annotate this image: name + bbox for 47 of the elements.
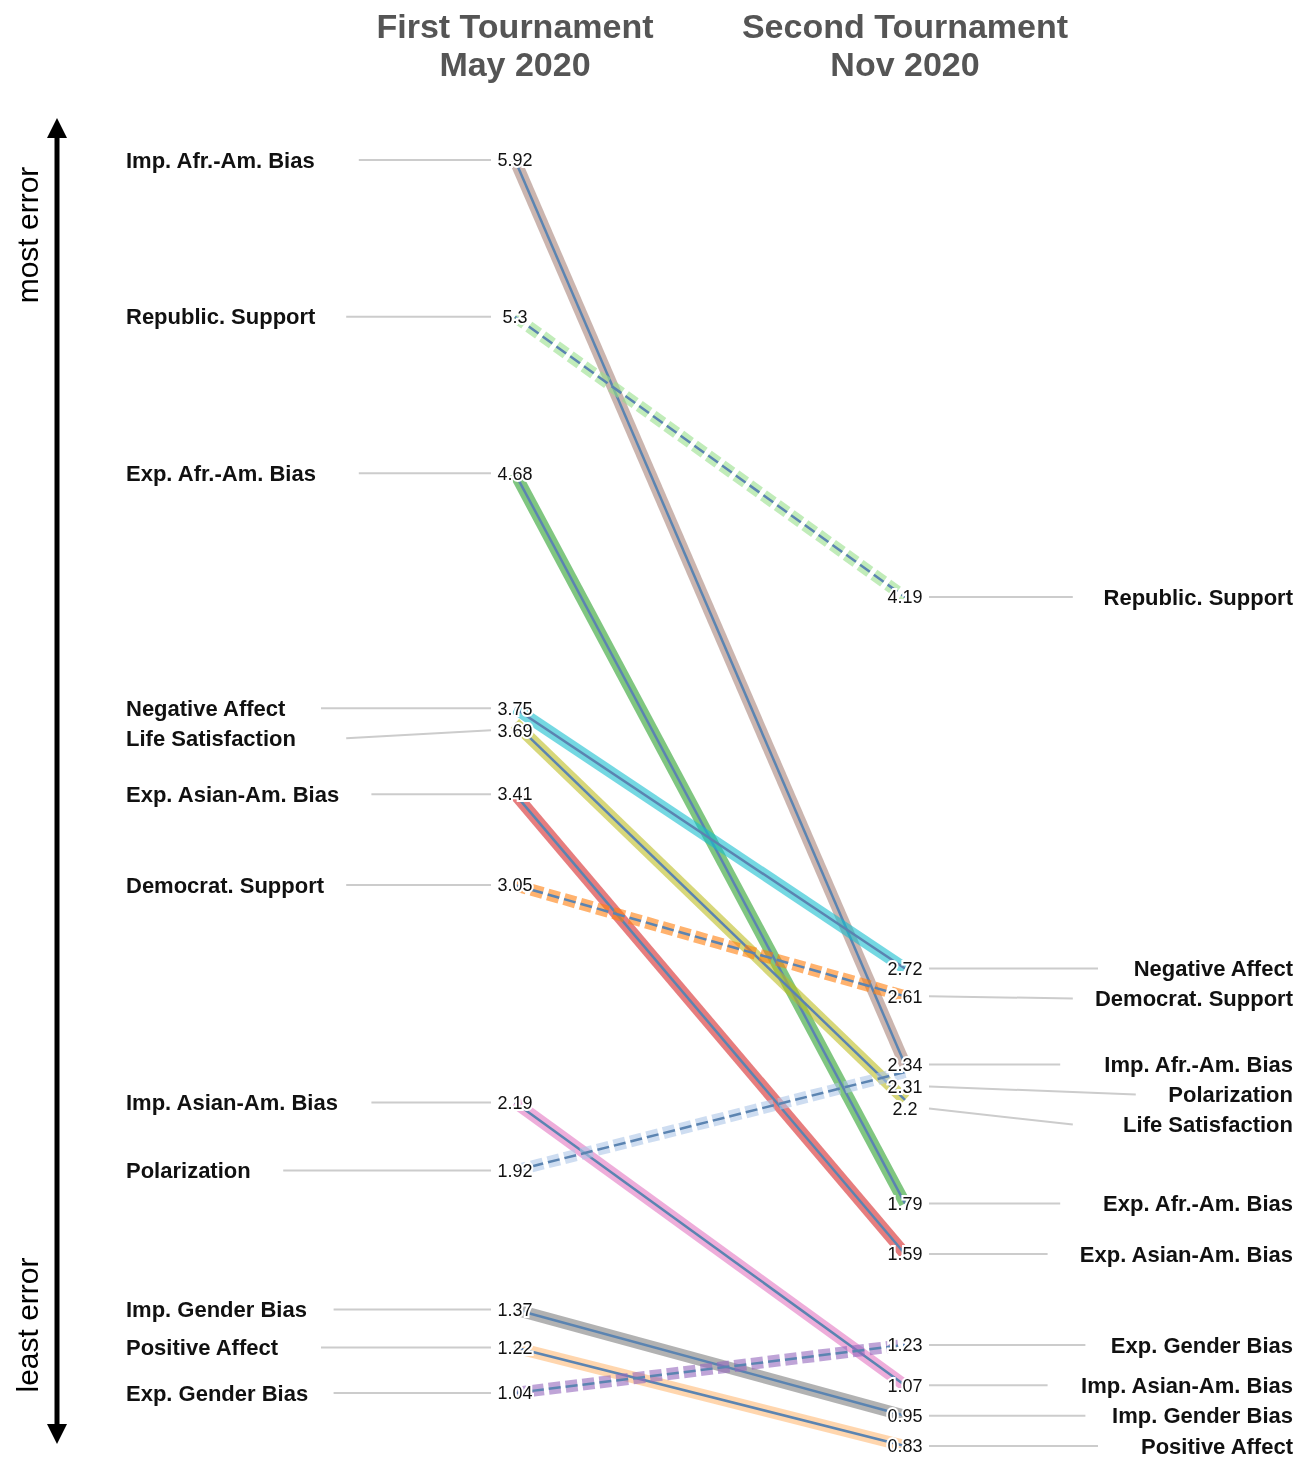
data-label: 1.79 (887, 1193, 923, 1214)
text: Negative Affect (126, 695, 286, 721)
text: Polarization (126, 1158, 251, 1184)
data-label: 4.68 (497, 463, 533, 484)
data-label: 2.19 (497, 1092, 533, 1113)
text: Exp. Gender Bias (126, 1380, 309, 1406)
data-label: 1.22 (497, 1337, 533, 1358)
data-label: 0.95 (887, 1405, 923, 1426)
text: most error (11, 166, 44, 304)
text: Imp. Asian-Am. Bias (126, 1090, 338, 1116)
text: Republic. Support (1103, 584, 1294, 610)
data-label: 3.41 (497, 784, 533, 805)
text: Exp. Gender Bias (1110, 1332, 1293, 1358)
text: Democrat. Support (126, 872, 325, 898)
text: Negative Affect (1133, 956, 1294, 982)
text: Exp. Asian-Am. Bias (1079, 1241, 1293, 1267)
text: Exp. Asian-Am. Bias (126, 781, 340, 807)
x-tick-label: Second Tournament Nov 2020 (741, 7, 1069, 83)
data-label: 4.19 (887, 587, 923, 608)
text: Life Satisfaction (126, 725, 296, 751)
text: Imp. Asian-Am. Bias (1081, 1373, 1293, 1399)
text: Polarization (1168, 1082, 1293, 1108)
data-label: 1.23 (887, 1335, 923, 1356)
data-label: 2.34 (887, 1054, 923, 1075)
data-label: 5.92 (497, 150, 533, 171)
data-label: 1.92 (497, 1160, 533, 1181)
text: Exp. Afr.-Am. Bias (126, 460, 316, 486)
data-label: 1.37 (497, 1299, 533, 1320)
text: Imp. Gender Bias (126, 1297, 307, 1323)
text: Exp. Afr.-Am. Bias (1103, 1191, 1293, 1217)
data-label: 2.2 (892, 1098, 918, 1119)
data-label: 5.3 (502, 306, 528, 327)
data-label: 1.07 (887, 1375, 923, 1396)
text: Positive Affect (1140, 1433, 1294, 1459)
text: Republic. Support (126, 304, 316, 330)
x-tick-label: First Tournament May 2020 (376, 7, 654, 83)
data-label: 0.83 (887, 1436, 923, 1457)
text: Imp. Gender Bias (1112, 1403, 1293, 1429)
data-label: 1.04 (497, 1383, 533, 1404)
text: Positive Affect (126, 1335, 279, 1361)
data-label: 1.59 (887, 1244, 923, 1265)
text: Life Satisfaction (1123, 1112, 1293, 1138)
data-label: 2.72 (887, 958, 923, 979)
text: Imp. Afr.-Am. Bias (126, 147, 315, 173)
text: Democrat. Support (1094, 986, 1294, 1012)
text: Imp. Afr.-Am. Bias (1104, 1052, 1293, 1078)
text: least error (11, 1257, 44, 1393)
